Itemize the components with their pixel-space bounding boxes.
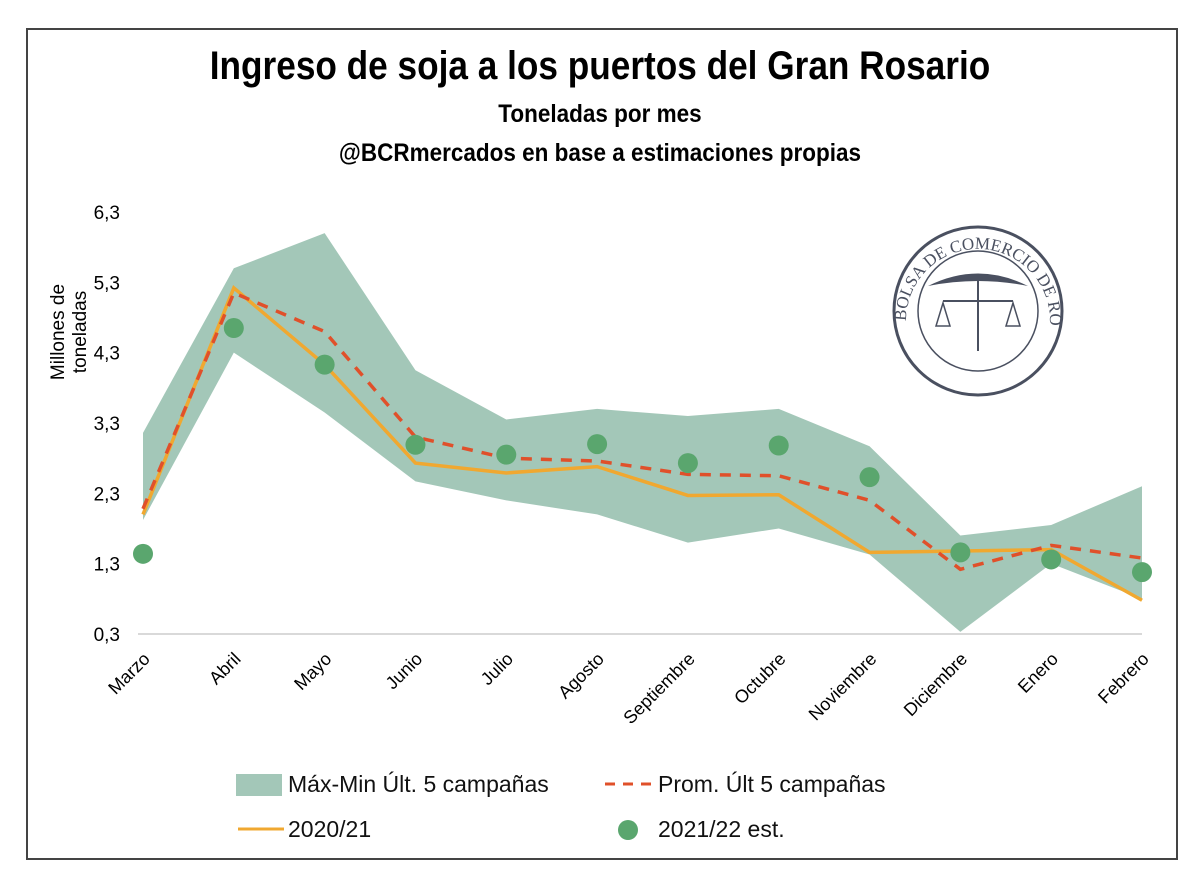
series-2021-22-point [859, 467, 880, 488]
x-tick-label: Abril [205, 649, 245, 689]
legend-2020-label: 2020/21 [288, 816, 372, 842]
y-tick-label: 6,3 [94, 203, 120, 224]
legend-dashed-swatch [605, 782, 651, 786]
legend-2021-label: 2021/22 est. [658, 816, 785, 842]
series-2021-22-point [587, 434, 608, 455]
x-tick-label: Junio [382, 649, 427, 694]
legend-avg-label: Prom. Últ 5 campañas [658, 771, 886, 797]
chart-title: Ingreso de soja a los puertos del Gran R… [209, 44, 991, 88]
chart-source: @BCRmercados en base a estimaciones prop… [338, 139, 862, 167]
band-max-min-area [143, 233, 1142, 632]
series-2021-22-point [1132, 562, 1152, 583]
series-2021-22-point [405, 434, 426, 455]
series-2021-22-point [496, 444, 517, 465]
chart-subtitle: Toneladas por mes [498, 100, 702, 128]
x-tick-label: Marzo [104, 649, 154, 699]
y-tick-label: 3,3 [94, 414, 120, 435]
legend-band-swatch [236, 774, 282, 796]
x-tick-label: Mayo [290, 649, 335, 694]
x-tick-label: Septiembre [619, 649, 698, 728]
x-tick-label: Febrero [1094, 649, 1153, 708]
series-2021-22-point [950, 542, 971, 563]
x-tick-label: Julio [477, 649, 517, 689]
x-tick-label: Octubre [730, 649, 789, 708]
series-2021-22-point [677, 453, 698, 474]
series-2021-22-point [1041, 549, 1062, 570]
series-2021-22-point [768, 435, 789, 456]
y-tick-label: 4,3 [94, 344, 120, 365]
y-tick-label: 0,3 [94, 625, 120, 646]
legend-solid-swatch [238, 827, 284, 831]
series-avg-line [141, 290, 1143, 572]
legend-band-label: Máx-Min Últ. 5 campañas [288, 771, 549, 797]
series-2021-22-point [133, 543, 153, 564]
x-tick-label: Enero [1014, 649, 1062, 697]
series-2021-22-point [314, 354, 335, 375]
y-tick-label: 5,3 [94, 273, 120, 294]
x-tick-label: Diciembre [900, 649, 971, 720]
bcr-logo: BOLSA DE COMERCIO DE ROSARIO [891, 225, 1065, 397]
legend-marker-swatch [618, 820, 638, 840]
series-2021-22-point [223, 318, 244, 339]
x-tick-label: Agosto [554, 649, 608, 703]
y-tick-label: 2,3 [94, 484, 120, 505]
y-tick-label: 1,3 [94, 555, 120, 576]
series-2020-21-line [141, 285, 1143, 602]
x-tick-label: Noviembre [805, 649, 881, 725]
chart-frame [26, 28, 1178, 860]
